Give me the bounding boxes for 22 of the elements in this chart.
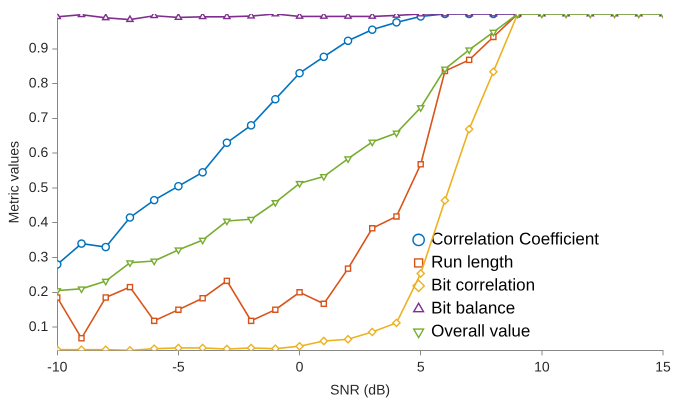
y-tick-label: 0.8: [28, 74, 48, 90]
y-tick-label: 0.7: [28, 109, 48, 126]
y-tick-label: 0.9: [28, 40, 48, 56]
legend-label: Overall value: [431, 322, 530, 341]
legend-label: Bit balance: [431, 298, 516, 318]
y-tick-label: 0.1: [28, 318, 48, 334]
x-tick-label: 0: [296, 358, 304, 375]
legend-label: Bit correlation: [431, 276, 536, 295]
y-tick-label: 0.4: [28, 214, 48, 230]
x-axis-title: SNR (dB): [330, 381, 390, 398]
legend-label: Run length: [431, 252, 514, 272]
x-tick-label: 15: [655, 358, 671, 375]
y-tick-label: 0.6: [28, 144, 48, 160]
legend-label: Correlation Coefficient: [431, 230, 600, 249]
y-tick-label: 0.2: [28, 283, 48, 300]
x-tick-label: -5: [172, 358, 185, 375]
x-tick-label: 10: [534, 358, 550, 375]
x-tick-label: -10: [47, 358, 68, 375]
y-tick-label: 0.3: [28, 248, 48, 264]
y-tick-label: 0.5: [28, 178, 48, 195]
x-tick-label: 5: [416, 358, 425, 375]
y-axis-title: Metric values: [5, 140, 22, 224]
